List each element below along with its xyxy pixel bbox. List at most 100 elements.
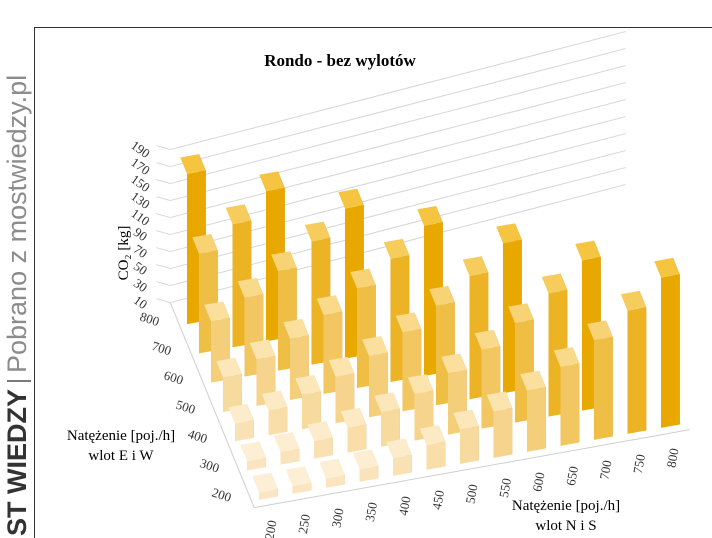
side-gridline — [156, 281, 171, 287]
bar-front — [392, 454, 412, 476]
x-tick-label: 250 — [295, 513, 313, 535]
bar-top — [307, 421, 333, 441]
back-gridline — [170, 31, 626, 151]
bar — [307, 421, 333, 459]
side-gridline — [156, 179, 171, 185]
x-axis-title-line2: wlot N i S — [535, 518, 596, 534]
bar-top — [338, 188, 364, 209]
bar-top — [285, 466, 312, 487]
bar — [419, 425, 446, 470]
bar — [285, 466, 312, 494]
x-tick-label: 650 — [563, 465, 581, 487]
bar-top — [240, 441, 266, 462]
bar-top — [225, 204, 252, 225]
z-tick-label: 30 — [131, 275, 150, 295]
bar-top — [304, 221, 331, 242]
bar-front — [380, 408, 400, 447]
bar-front — [493, 407, 513, 458]
bar-top — [474, 329, 501, 350]
y-tick-label: 400 — [186, 426, 209, 446]
y-tick-label: 800 — [138, 309, 161, 329]
bar — [295, 375, 321, 430]
bar — [352, 449, 379, 482]
bar-front — [222, 374, 242, 412]
side-gridline — [156, 213, 171, 219]
bar — [587, 320, 613, 440]
bar-top — [453, 409, 479, 430]
bar — [216, 357, 242, 412]
bar-top — [252, 472, 278, 493]
bar-top — [180, 154, 206, 174]
bar — [240, 441, 266, 471]
bar-top — [419, 425, 446, 446]
x-axis-title-line1: Natężenie [poj./h] — [512, 498, 620, 514]
back-gridline — [170, 65, 626, 185]
bar — [386, 438, 412, 476]
bar-front — [280, 448, 300, 465]
y-tick-label: 600 — [162, 367, 185, 387]
bar-top — [328, 356, 355, 377]
bar — [654, 257, 680, 428]
x-tick-label: 750 — [630, 453, 648, 475]
bar — [261, 390, 288, 436]
bar-front — [246, 457, 266, 471]
side-gridline — [156, 247, 171, 253]
x-tick-label: 400 — [395, 495, 413, 517]
bar-top — [319, 458, 345, 479]
bar-top — [553, 347, 580, 367]
x-tick-label: 200 — [261, 519, 279, 538]
bar — [273, 432, 300, 465]
back-gridline — [170, 99, 626, 219]
x-tick-label: 500 — [462, 483, 480, 505]
bar-front — [313, 437, 333, 459]
bar-front — [301, 391, 321, 430]
bar-front — [292, 482, 312, 494]
bar — [520, 370, 546, 452]
bar-top — [417, 206, 443, 226]
bar-top — [429, 285, 455, 306]
bar-top — [237, 277, 264, 298]
side-gridline — [156, 264, 171, 270]
bar-top — [273, 432, 300, 453]
bar-front — [426, 441, 446, 470]
bar-top — [374, 392, 400, 413]
bar — [374, 392, 400, 447]
z-tick-label: 90 — [131, 224, 150, 244]
bar-top — [654, 257, 680, 278]
bar-top — [249, 339, 276, 360]
bar-top — [350, 268, 376, 289]
back-gridline — [170, 48, 626, 168]
bar — [228, 403, 254, 442]
z-tick-label: 70 — [131, 241, 150, 261]
z-axis-title: CO₂ [kg] — [116, 226, 132, 281]
z-tick-label: 10 — [131, 292, 150, 312]
bar-front — [359, 465, 379, 482]
bar — [252, 472, 278, 500]
floor-edge-x — [254, 429, 690, 509]
bars-layer — [180, 154, 680, 500]
bar-front — [593, 336, 613, 440]
bar-top — [395, 312, 422, 333]
floor-edge-y — [169, 302, 255, 508]
side-gridline — [156, 162, 171, 168]
bar-top — [496, 223, 522, 244]
bar — [553, 347, 580, 446]
bar-front — [660, 274, 680, 428]
bar — [407, 374, 434, 441]
bar-top — [620, 290, 647, 311]
side-gridline — [156, 145, 171, 151]
bar-front — [234, 420, 254, 442]
bar-top — [386, 438, 412, 459]
bar-top — [407, 374, 434, 395]
bar-top — [340, 407, 367, 428]
side-gridline — [156, 196, 171, 202]
bar-front — [560, 363, 580, 446]
y-tick-label: 200 — [210, 485, 233, 505]
bar-front — [526, 387, 546, 452]
x-tick-label: 350 — [362, 501, 380, 523]
x-tick-label: 800 — [663, 447, 681, 469]
chart-title: Rondo - bez wylotów — [264, 51, 416, 70]
bar-front — [268, 407, 288, 436]
bar — [620, 290, 647, 434]
